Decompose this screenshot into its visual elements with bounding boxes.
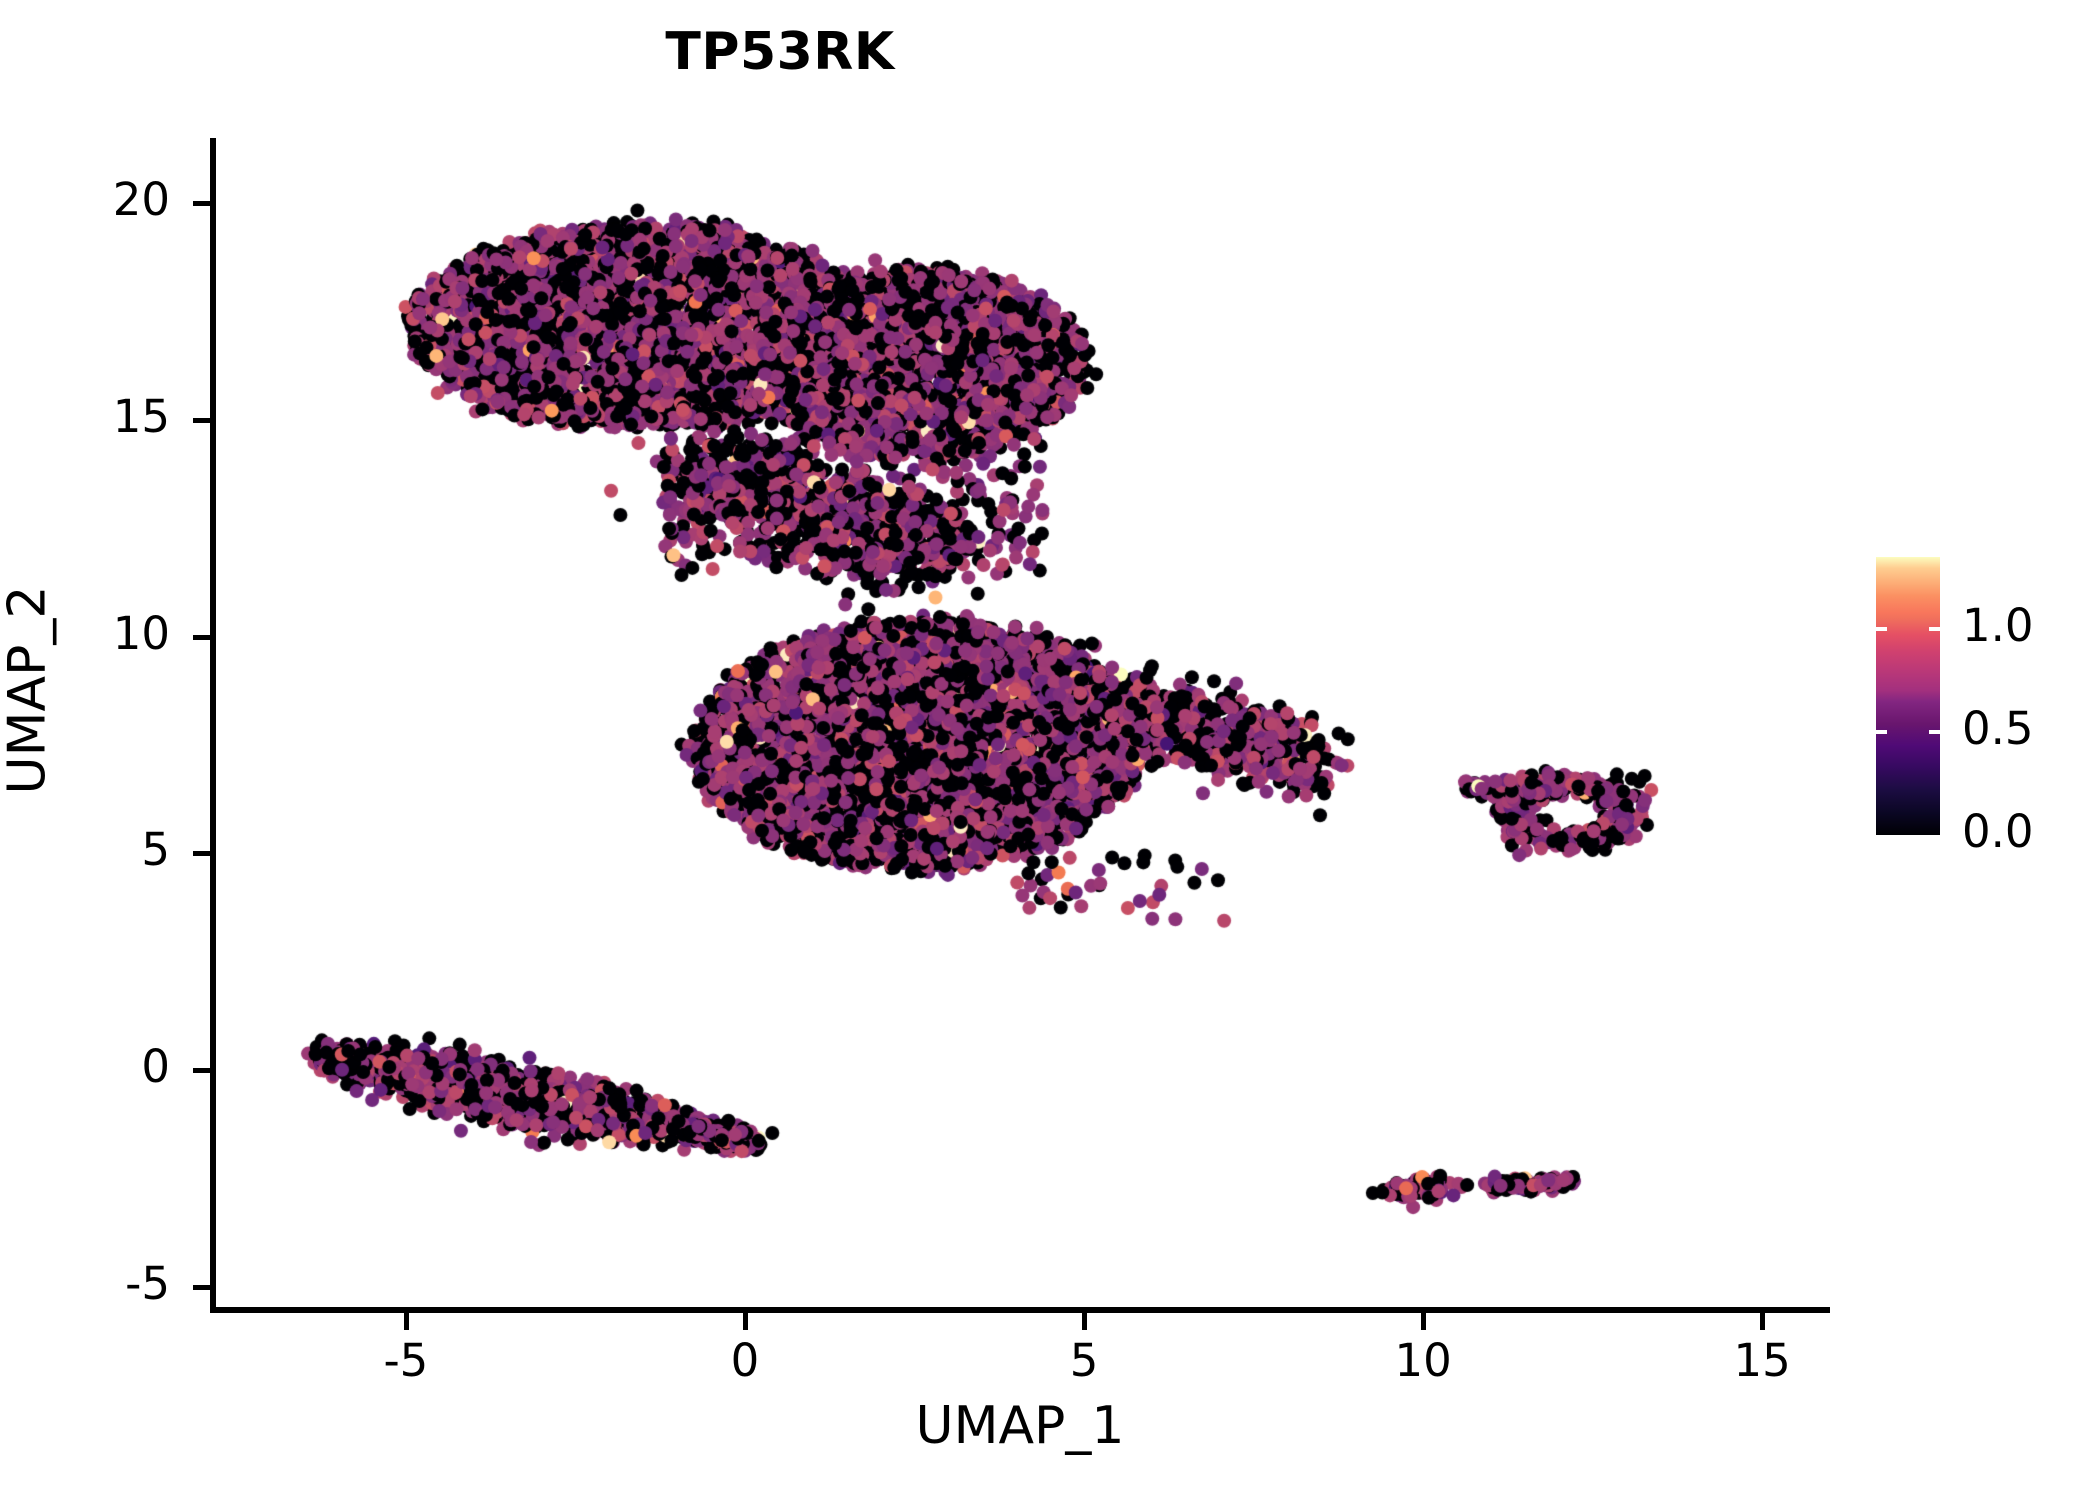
y-tick-mark: [193, 201, 210, 207]
y-tick-label: 15: [112, 389, 170, 443]
y-tick-label: -5: [125, 1256, 170, 1310]
x-axis-label: UMAP_1: [915, 1396, 1125, 1456]
y-tick-mark: [193, 634, 210, 640]
x-tick-mark: [1760, 1313, 1766, 1330]
colorbar: 1.0 0.5 0.0: [1876, 557, 2034, 858]
y-tick-mark: [193, 1068, 210, 1074]
x-tick-mark: [1082, 1313, 1088, 1330]
colorbar-gradient: [1876, 557, 1940, 835]
colorbar-tick-mark: [1929, 730, 1940, 735]
colorbar-tick-mark: [1876, 627, 1887, 632]
x-tick-mark: [1421, 1313, 1427, 1330]
x-tick-mark: [403, 1313, 409, 1330]
page-title: TP53RK: [665, 22, 895, 82]
x-tick-label: 15: [1733, 1334, 1791, 1387]
colorbar-tick-label: 0.5: [1962, 702, 2034, 756]
y-axis-label: UMAP_2: [0, 585, 58, 795]
y-tick-mark: [193, 417, 210, 423]
y-tick-label: 5: [141, 823, 170, 877]
colorbar-tick-mark: [1876, 730, 1887, 735]
colorbar-tick-label: 1.0: [1962, 599, 2034, 653]
scatter-plot-canvas: [216, 138, 1830, 1313]
y-tick-mark: [193, 851, 210, 857]
colorbar-tick-mark: [1929, 627, 1940, 632]
x-tick-mark: [742, 1313, 748, 1330]
y-tick-mark: [193, 1284, 210, 1290]
y-tick-label: 10: [112, 606, 170, 660]
y-axis-spine: [210, 138, 216, 1313]
x-tick-label: -5: [383, 1334, 429, 1387]
x-tick-label: 10: [1394, 1334, 1452, 1387]
y-tick-label: 0: [141, 1040, 170, 1094]
x-tick-label: 5: [1069, 1334, 1099, 1387]
colorbar-tick-label: 0.0: [1962, 805, 2034, 858]
x-tick-label: 0: [730, 1334, 760, 1387]
plot-axes: 20 15 10 5 0 -5 -5 0 5 10 15: [113, 138, 1830, 1387]
y-tick-label: 20: [112, 173, 170, 227]
